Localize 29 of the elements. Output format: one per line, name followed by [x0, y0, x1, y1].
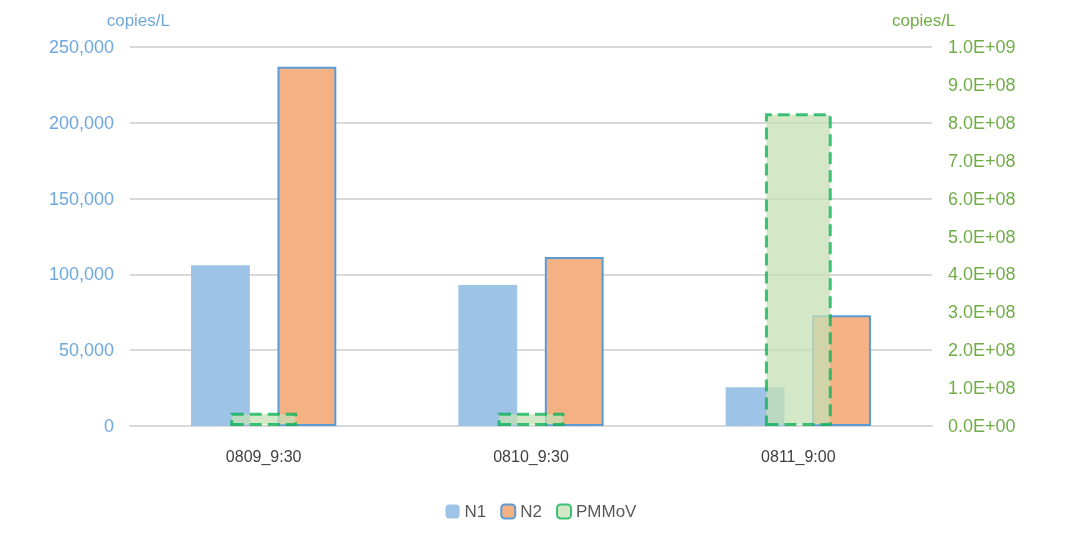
y-tick-label: 250,000 [48, 37, 114, 57]
y2-tick-label: 9.0E+08 [948, 74, 1016, 95]
y-axis-title: copies/L [106, 11, 170, 30]
bar [458, 285, 518, 426]
bar [191, 265, 250, 426]
legend-label: N1 [464, 502, 487, 521]
y-tick-label: 0 [103, 416, 114, 436]
x-tick-label: 0811_9:00 [761, 447, 836, 466]
y2-tick-label: 6.0E+08 [948, 188, 1016, 209]
bar [277, 66, 337, 426]
y-tick-label: 150,000 [48, 188, 114, 209]
y2-tick-label: 3.0E+08 [948, 302, 1016, 323]
y2-tick-label: 7.0E+08 [948, 150, 1016, 171]
y2-axis-title: copies/L [892, 11, 956, 30]
y2-tick-label: 4.0E+08 [948, 264, 1016, 285]
x-tick-label: 0809_9:30 [225, 447, 302, 466]
y2-tick-label: 1.0E+09 [948, 37, 1016, 57]
legend-label: N2 [520, 502, 543, 521]
y-tick-label: 100,000 [48, 264, 114, 285]
legend-label: PMMoV [576, 502, 638, 521]
y-tick-label: 50,000 [58, 340, 114, 361]
x-tick-label: 0810_9:30 [493, 447, 569, 466]
y2-tick-label: 1.0E+08 [948, 378, 1016, 399]
y2-tick-label: 0.0E+00 [948, 416, 1016, 436]
y2-tick-label: 2.0E+08 [948, 340, 1016, 361]
y2-tick-label: 5.0E+08 [948, 226, 1016, 247]
y-tick-label: 200,000 [48, 112, 114, 133]
bar [544, 256, 604, 426]
y2-tick-label: 8.0E+08 [948, 112, 1016, 133]
